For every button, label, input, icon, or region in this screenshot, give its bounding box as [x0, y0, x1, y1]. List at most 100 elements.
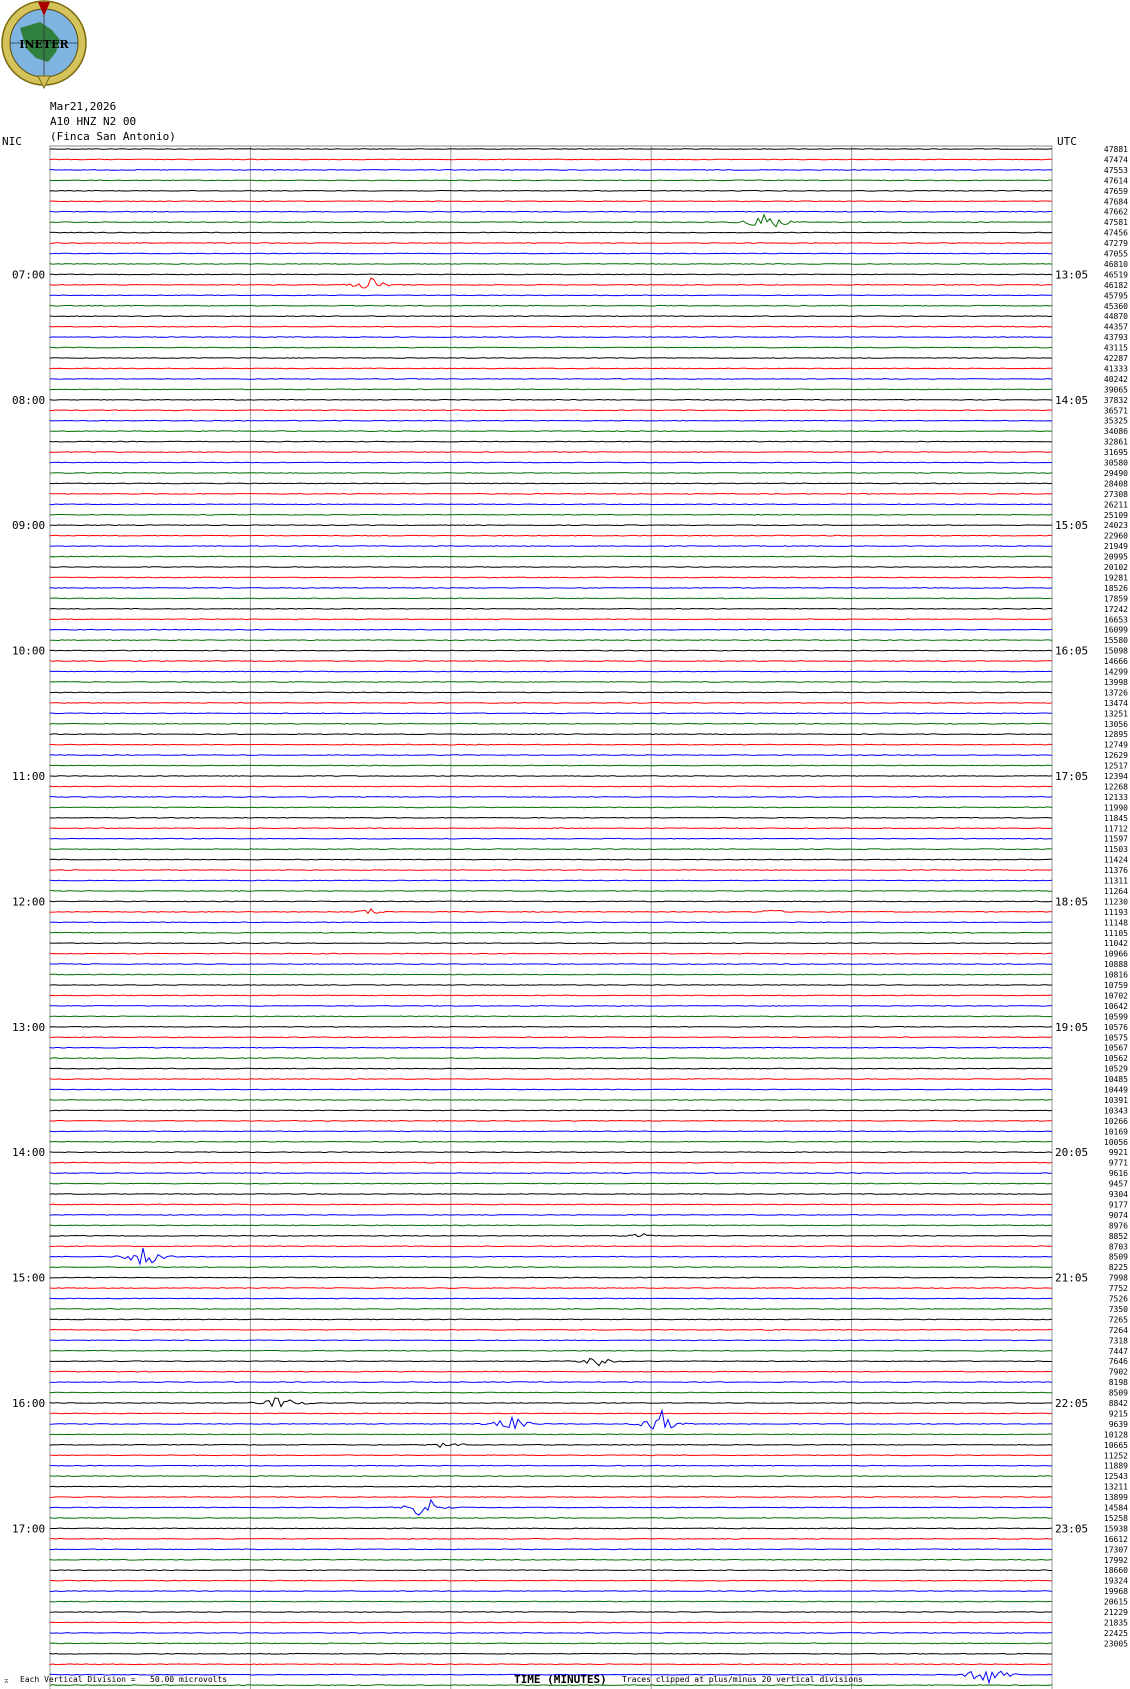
trace-count-label: 11311	[1104, 877, 1128, 886]
trace-count-label: 9177	[1109, 1200, 1128, 1209]
trace-count-label: 10562	[1104, 1054, 1128, 1063]
seismic-trace	[49, 1339, 1053, 1342]
scale-mark-icon: ⌅	[4, 1676, 9, 1685]
trace-count-label: 47614	[1104, 176, 1128, 185]
seismic-trace	[49, 1464, 1053, 1467]
trace-count-label: 10169	[1104, 1127, 1128, 1136]
seismic-trace	[49, 440, 1053, 443]
seismic-trace	[49, 681, 1053, 683]
seismic-trace	[49, 1670, 1053, 1685]
seismic-trace	[49, 336, 1053, 338]
right-hour-label: 13:05	[1055, 268, 1088, 281]
trace-count-label: 21835	[1104, 1618, 1128, 1627]
seismic-trace	[49, 513, 1053, 516]
seismic-trace	[49, 1684, 1053, 1687]
trace-count-label: 17859	[1104, 594, 1128, 603]
clip-note: Traces clipped at plus/minus 20 vertical…	[622, 1675, 863, 1684]
right-hour-label: 18:05	[1055, 895, 1088, 908]
trace-count-label: 47581	[1104, 218, 1128, 227]
seismic-trace	[49, 277, 1053, 289]
seismic-trace	[49, 1078, 1053, 1080]
seismic-trace	[49, 796, 1053, 798]
seismic-trace	[49, 858, 1052, 861]
right-hour-label: 21:05	[1055, 1272, 1088, 1285]
seismic-trace	[49, 890, 1053, 892]
seismic-trace	[49, 1036, 1053, 1039]
seismic-trace	[49, 1266, 1053, 1269]
trace-count-label: 7752	[1109, 1284, 1128, 1293]
trace-count-label: 10599	[1104, 1012, 1128, 1021]
right-hour-label: 17:05	[1055, 770, 1088, 783]
trace-count-label: 43115	[1104, 344, 1128, 353]
left-hour-label: 17:00	[12, 1522, 45, 1535]
seismic-trace	[49, 1621, 1053, 1624]
trace-count-label: 17992	[1104, 1556, 1128, 1565]
seismic-trace	[49, 1161, 1053, 1164]
trace-count-label: 10759	[1104, 981, 1128, 990]
trace-count-label: 11193	[1104, 908, 1128, 917]
seismic-trace	[49, 597, 1052, 600]
seismic-trace	[49, 754, 1053, 756]
seismic-trace	[49, 691, 1053, 694]
trace-count-label: 10391	[1104, 1096, 1128, 1105]
trace-count-label: 11424	[1104, 856, 1128, 865]
seismic-trace	[49, 587, 1053, 589]
right-hour-label: 16:05	[1055, 645, 1088, 658]
trace-count-label: 44870	[1104, 312, 1128, 321]
seismic-trace	[49, 848, 1053, 851]
trace-count-label: 39065	[1104, 385, 1128, 394]
seismic-trace	[49, 607, 1053, 610]
chart-date: Mar21,2026	[50, 100, 117, 113]
seismic-trace	[49, 419, 1053, 422]
seismic-trace	[49, 743, 1053, 746]
seismic-trace	[49, 1611, 1053, 1613]
trace-count-label: 40242	[1104, 375, 1128, 384]
trace-count-label: 9771	[1109, 1159, 1128, 1168]
trace-count-label: 9639	[1109, 1420, 1128, 1429]
seismic-trace	[49, 451, 1053, 453]
left-hour-label: 12:00	[12, 895, 45, 908]
trace-count-label: 34086	[1104, 427, 1128, 436]
seismic-trace	[49, 712, 1053, 715]
seismic-trace	[49, 1433, 1053, 1436]
trace-count-label: 11990	[1104, 803, 1128, 812]
right-hour-label: 14:05	[1055, 394, 1088, 407]
trace-count-label: 11148	[1104, 918, 1128, 927]
trace-count-label: 10056	[1104, 1138, 1128, 1147]
trace-count-label: 12749	[1104, 741, 1128, 750]
trace-count-label: 7265	[1109, 1315, 1128, 1324]
trace-count-label: 11264	[1104, 887, 1128, 896]
grid	[49, 145, 1053, 1689]
trace-count-label: 29490	[1104, 469, 1128, 478]
seismic-trace	[49, 492, 1053, 495]
seismic-trace	[49, 566, 1053, 568]
seismic-trace	[49, 1130, 1053, 1133]
right-hour-label: 23:05	[1055, 1522, 1088, 1535]
trace-count-label: 31695	[1104, 448, 1128, 457]
trace-count-label: 13899	[1104, 1493, 1128, 1502]
trace-count-label: 10343	[1104, 1106, 1128, 1115]
right-hour-label: 22:05	[1055, 1397, 1088, 1410]
seismic-trace	[49, 1057, 1053, 1060]
trace-count-label: 10816	[1104, 971, 1128, 980]
trace-count-label: 10575	[1104, 1033, 1128, 1042]
trace-count-label: 24023	[1104, 521, 1128, 530]
seismic-trace	[49, 1391, 1053, 1394]
seismic-trace	[49, 984, 1053, 986]
trace-count-label: 10128	[1104, 1430, 1128, 1439]
seismic-trace	[49, 304, 1053, 307]
trace-count-label: 45360	[1104, 302, 1128, 311]
right-hour-label: 15:05	[1055, 519, 1088, 532]
seismic-trace	[49, 879, 1053, 882]
seismic-trace	[49, 576, 1053, 579]
seismic-trace	[49, 213, 1053, 228]
trace-count-label: 10567	[1104, 1044, 1128, 1053]
trace-count-label: 9457	[1109, 1180, 1128, 1189]
right-hour-label: 20:05	[1055, 1146, 1088, 1159]
trace-count-label: 12629	[1104, 751, 1128, 760]
trace-count-label: 20615	[1104, 1598, 1128, 1607]
seismic-trace	[49, 1119, 1053, 1122]
seismic-trace	[49, 1590, 1053, 1592]
trace-count-label: 18526	[1104, 584, 1128, 593]
seismic-trace	[49, 210, 1053, 213]
